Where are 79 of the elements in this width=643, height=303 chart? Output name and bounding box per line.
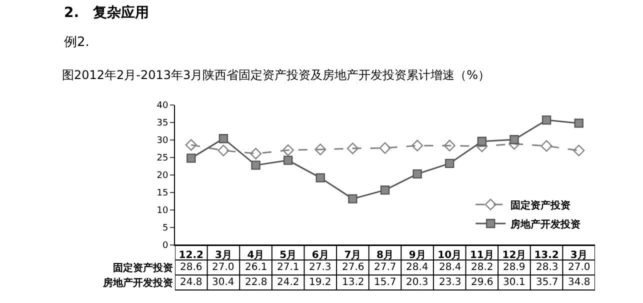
- x-tick-label: 5月: [280, 250, 297, 261]
- point: [510, 135, 519, 144]
- chart-title: 图2012年2月-2013年3月陕西省固定资产投资及房地产开发投资累计增速（%）: [62, 68, 490, 82]
- x-tick-label: 6月: [312, 250, 329, 261]
- text: 2. 复杂应用: [64, 4, 150, 21]
- x-tick-label: 10月: [438, 250, 462, 261]
- point: [477, 136, 487, 146]
- data-label: 28.4: [439, 262, 462, 273]
- data-label: 13.2: [342, 277, 364, 288]
- x-tick-label: 12月: [502, 250, 526, 261]
- x-tick-label: 3月: [570, 250, 588, 261]
- data-label: 26.1: [245, 262, 268, 273]
- y-tick-label: 40: [156, 101, 168, 112]
- data-label: 22.8: [245, 277, 268, 288]
- data-label: 27.3: [309, 262, 332, 273]
- data-label: 27.7: [374, 262, 396, 273]
- data-label: 34.8: [568, 277, 590, 288]
- text: 例2.: [64, 35, 90, 50]
- point: [283, 156, 293, 165]
- data-label: 20.3: [406, 277, 428, 288]
- x-tick-label: 7月: [344, 250, 362, 261]
- point: [574, 118, 584, 128]
- data-label: 27.0: [568, 262, 590, 273]
- point: [316, 173, 325, 182]
- y-tick-label: 25: [156, 154, 168, 164]
- data-label: 29.6: [471, 277, 494, 288]
- y-tick-label: 5: [162, 224, 168, 234]
- y-tick-label: 35: [156, 118, 168, 129]
- data-label: 35.7: [536, 277, 558, 288]
- data-label: 28.9: [503, 262, 526, 273]
- data-label: 30.1: [503, 277, 526, 288]
- y-tick-label: 20: [156, 171, 168, 182]
- point: [186, 154, 196, 163]
- x-tick-label: 11月: [470, 250, 494, 261]
- x-tick-label: 13.2: [534, 250, 559, 261]
- point: [251, 160, 260, 170]
- x-tick-label: 3月: [214, 250, 232, 261]
- point: [542, 115, 552, 125]
- data-label: 28.6: [180, 262, 202, 273]
- point: [218, 134, 228, 144]
- point: [218, 144, 230, 156]
- point: [412, 169, 422, 179]
- x-tick-label: 8月: [376, 250, 394, 261]
- data-label: 24.2: [277, 277, 300, 288]
- data-label: 27.0: [212, 262, 234, 273]
- data-label: 30.4: [212, 277, 234, 288]
- point: [250, 148, 262, 160]
- x-tick-label: 9月: [408, 250, 426, 261]
- point: [282, 144, 294, 156]
- data-label: 23.3: [439, 277, 462, 288]
- data-label: 19.2: [309, 277, 332, 288]
- point: [380, 185, 390, 195]
- x-tick-label: 4月: [247, 250, 264, 261]
- data-label: 28.4: [406, 262, 428, 273]
- point: [445, 158, 454, 168]
- point: [346, 142, 358, 154]
- data-label: 28.3: [536, 262, 558, 273]
- data-label: 24.8: [180, 277, 202, 288]
- point: [185, 139, 197, 151]
- data-label: 27.6: [342, 262, 364, 273]
- y-tick-label: 10: [156, 206, 168, 216]
- point: [444, 140, 456, 152]
- point: [379, 142, 391, 154]
- y-tick-label: 0: [162, 241, 168, 252]
- legend-label: 房地产开发投资: [510, 218, 581, 230]
- point: [348, 194, 358, 204]
- x-tick-label: 12.2: [178, 250, 204, 261]
- y-tick-label: 15: [156, 188, 168, 199]
- point: [573, 144, 585, 156]
- legend-label: 固定资产投资: [510, 199, 571, 212]
- text: 房地产开发投资: [103, 278, 173, 289]
- data-label: 27.1: [277, 262, 300, 273]
- y-tick-label: 30: [156, 136, 168, 146]
- point: [412, 140, 424, 152]
- point: [540, 140, 552, 152]
- text: 固定资产投资: [113, 263, 173, 274]
- point: [314, 144, 326, 156]
- data-label: 15.7: [374, 277, 396, 288]
- data-label: 28.2: [471, 262, 494, 273]
